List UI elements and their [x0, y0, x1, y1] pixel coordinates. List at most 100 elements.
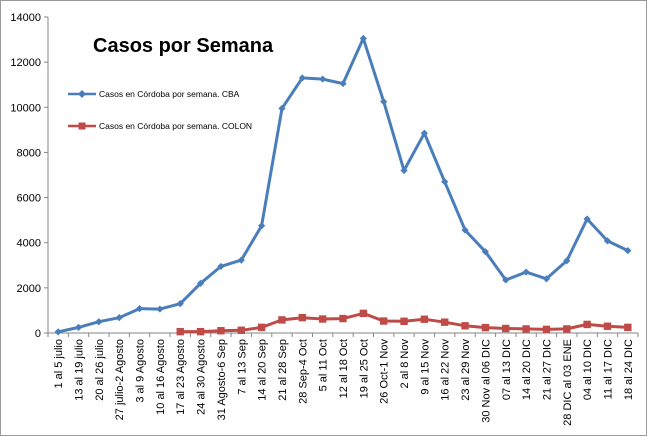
x-tick-label: 14 al 20 DIC [521, 339, 533, 400]
data-point-colon [379, 317, 388, 325]
data-point-cba [481, 248, 490, 256]
x-tick-label: 7 al 13 Sep [236, 339, 248, 395]
data-point-cba [400, 166, 408, 175]
legend: Casos en Córdoba por semana. CBA Casos e… [68, 89, 252, 131]
x-ticks: 1 al 5 julio 13 al 19 julio 20 al 26 julio… [47, 333, 639, 426]
legend-entry-colon[interactable]: Casos en Córdoba por semana. COLON [68, 121, 252, 131]
data-point-colon [522, 325, 530, 333]
data-point-cba [502, 276, 510, 284]
data-point-cba [583, 215, 591, 223]
data-point-cba [176, 300, 184, 308]
data-point-colon [318, 315, 327, 323]
data-point-cba [522, 268, 530, 276]
x-tick-label: 14 al 20 Sep [257, 339, 269, 401]
data-point-colon [257, 323, 266, 332]
x-tick-label: 1 al 5 julio [53, 339, 65, 389]
data-point-cba [196, 279, 205, 287]
y-ticks: 0 2000 4000 6000 8000 10000 12000 14000 [10, 12, 48, 340]
x-tick-label: 11 al 17 DIC [602, 339, 614, 399]
data-point-cba [258, 222, 266, 230]
data-point-colon [420, 315, 429, 323]
data-point-colon [624, 323, 632, 332]
data-point-colon [339, 314, 347, 323]
x-tick-label: 26 Oct-1 Nov [379, 339, 391, 404]
data-point-colon [278, 316, 286, 324]
x-tick-label: 12 al 18 Oct [338, 339, 350, 398]
data-point-colon [461, 322, 469, 330]
data-point-colon [481, 323, 490, 332]
data-point-cba [54, 328, 62, 336]
data-point-cba [95, 318, 103, 326]
x-tick-label: 2 al 8 Nov [399, 339, 411, 389]
data-point-cba [156, 305, 164, 313]
data-point-cba [278, 104, 286, 113]
data-point-colon [298, 313, 307, 322]
y-tick-label: 14000 [10, 12, 41, 24]
data-point-colon [359, 309, 368, 318]
data-point-cba [420, 129, 428, 137]
legend-label-cba: Casos en Córdoba por semana. CBA [99, 89, 240, 99]
data-point-colon [603, 322, 612, 330]
x-tick-label: 31 Agosto-6 Sep [216, 339, 228, 420]
data-point-colon [176, 327, 184, 336]
data-point-cba [319, 75, 327, 83]
x-tick-label: 17 al 23 Agosto [175, 339, 187, 415]
x-tick-label: 10 al 16 Agosto [155, 339, 167, 415]
data-point-cba [339, 79, 347, 88]
x-tick-label: 21 al 27 DIC [541, 339, 553, 400]
y-tick-label: 8000 [17, 147, 41, 159]
data-point-cba [380, 98, 388, 106]
x-tick-label: 07 al 13 DIC [501, 339, 513, 400]
data-point-colon [400, 317, 408, 325]
x-tick-label: 04 al 10 DIC [582, 339, 594, 400]
x-tick-label: 24 al 30 Agosto [196, 339, 208, 415]
chart-axes [47, 17, 638, 334]
x-tick-label: 3 al 9 Agosto [135, 339, 147, 403]
x-tick-label: 18 al 24 DIC [623, 339, 635, 400]
data-point-colon [502, 324, 510, 333]
data-point-cba [74, 323, 83, 331]
y-tick-label: 6000 [17, 193, 41, 205]
data-point-cba [624, 247, 632, 255]
legend-marker-colon [78, 122, 86, 130]
data-point-cba [115, 314, 123, 322]
x-tick-label: 16 al 22 Nov [440, 339, 452, 401]
x-tick-label: 9 al 15 Nov [419, 339, 431, 395]
series-markers [54, 34, 632, 336]
legend-marker-cba [78, 90, 86, 98]
data-point-colon [583, 320, 591, 329]
x-tick-label: 27 julio-2 Agosto [114, 339, 126, 420]
x-tick-label: 21 al 28 Sep [277, 339, 289, 401]
x-tick-label: 13 al 19 julio [74, 339, 86, 401]
data-point-colon [237, 326, 245, 334]
data-point-cba [359, 34, 367, 43]
legend-entry-cba[interactable]: Casos en Córdoba por semana. CBA [68, 89, 240, 99]
y-tick-label: 0 [35, 328, 41, 340]
x-tick-label: 5 al 11 Oct [318, 339, 330, 391]
legend-label-colon: Casos en Córdoba por semana. COLON [99, 121, 252, 131]
x-tick-label: 28 Sep-4 Oct [297, 339, 309, 404]
data-point-colon [196, 327, 205, 336]
y-tick-label: 10000 [10, 102, 41, 114]
data-point-colon [441, 318, 449, 326]
data-point-cba [563, 257, 571, 265]
data-point-cba [135, 305, 144, 313]
x-tick-label: 20 al 26 julio [94, 339, 106, 401]
chart-title: Casos por Semana [93, 35, 274, 57]
data-point-colon [563, 325, 571, 333]
data-point-cba [237, 256, 245, 264]
y-tick-label: 4000 [17, 238, 41, 250]
data-point-colon [217, 327, 225, 335]
y-tick-label: 2000 [17, 283, 41, 295]
x-tick-label: 19 al 25 Oct [358, 339, 370, 398]
data-point-cba [461, 226, 469, 234]
data-point-cba [542, 275, 551, 283]
x-tick-label: 28 DIC al 03 ENE [562, 339, 574, 426]
x-tick-label: 30 Nov al 06 DIC [480, 339, 492, 423]
data-point-colon [542, 325, 551, 334]
data-point-cba [441, 178, 449, 186]
data-point-cba [298, 74, 306, 82]
x-tick-label: 23 al 29 Nov [460, 339, 472, 401]
